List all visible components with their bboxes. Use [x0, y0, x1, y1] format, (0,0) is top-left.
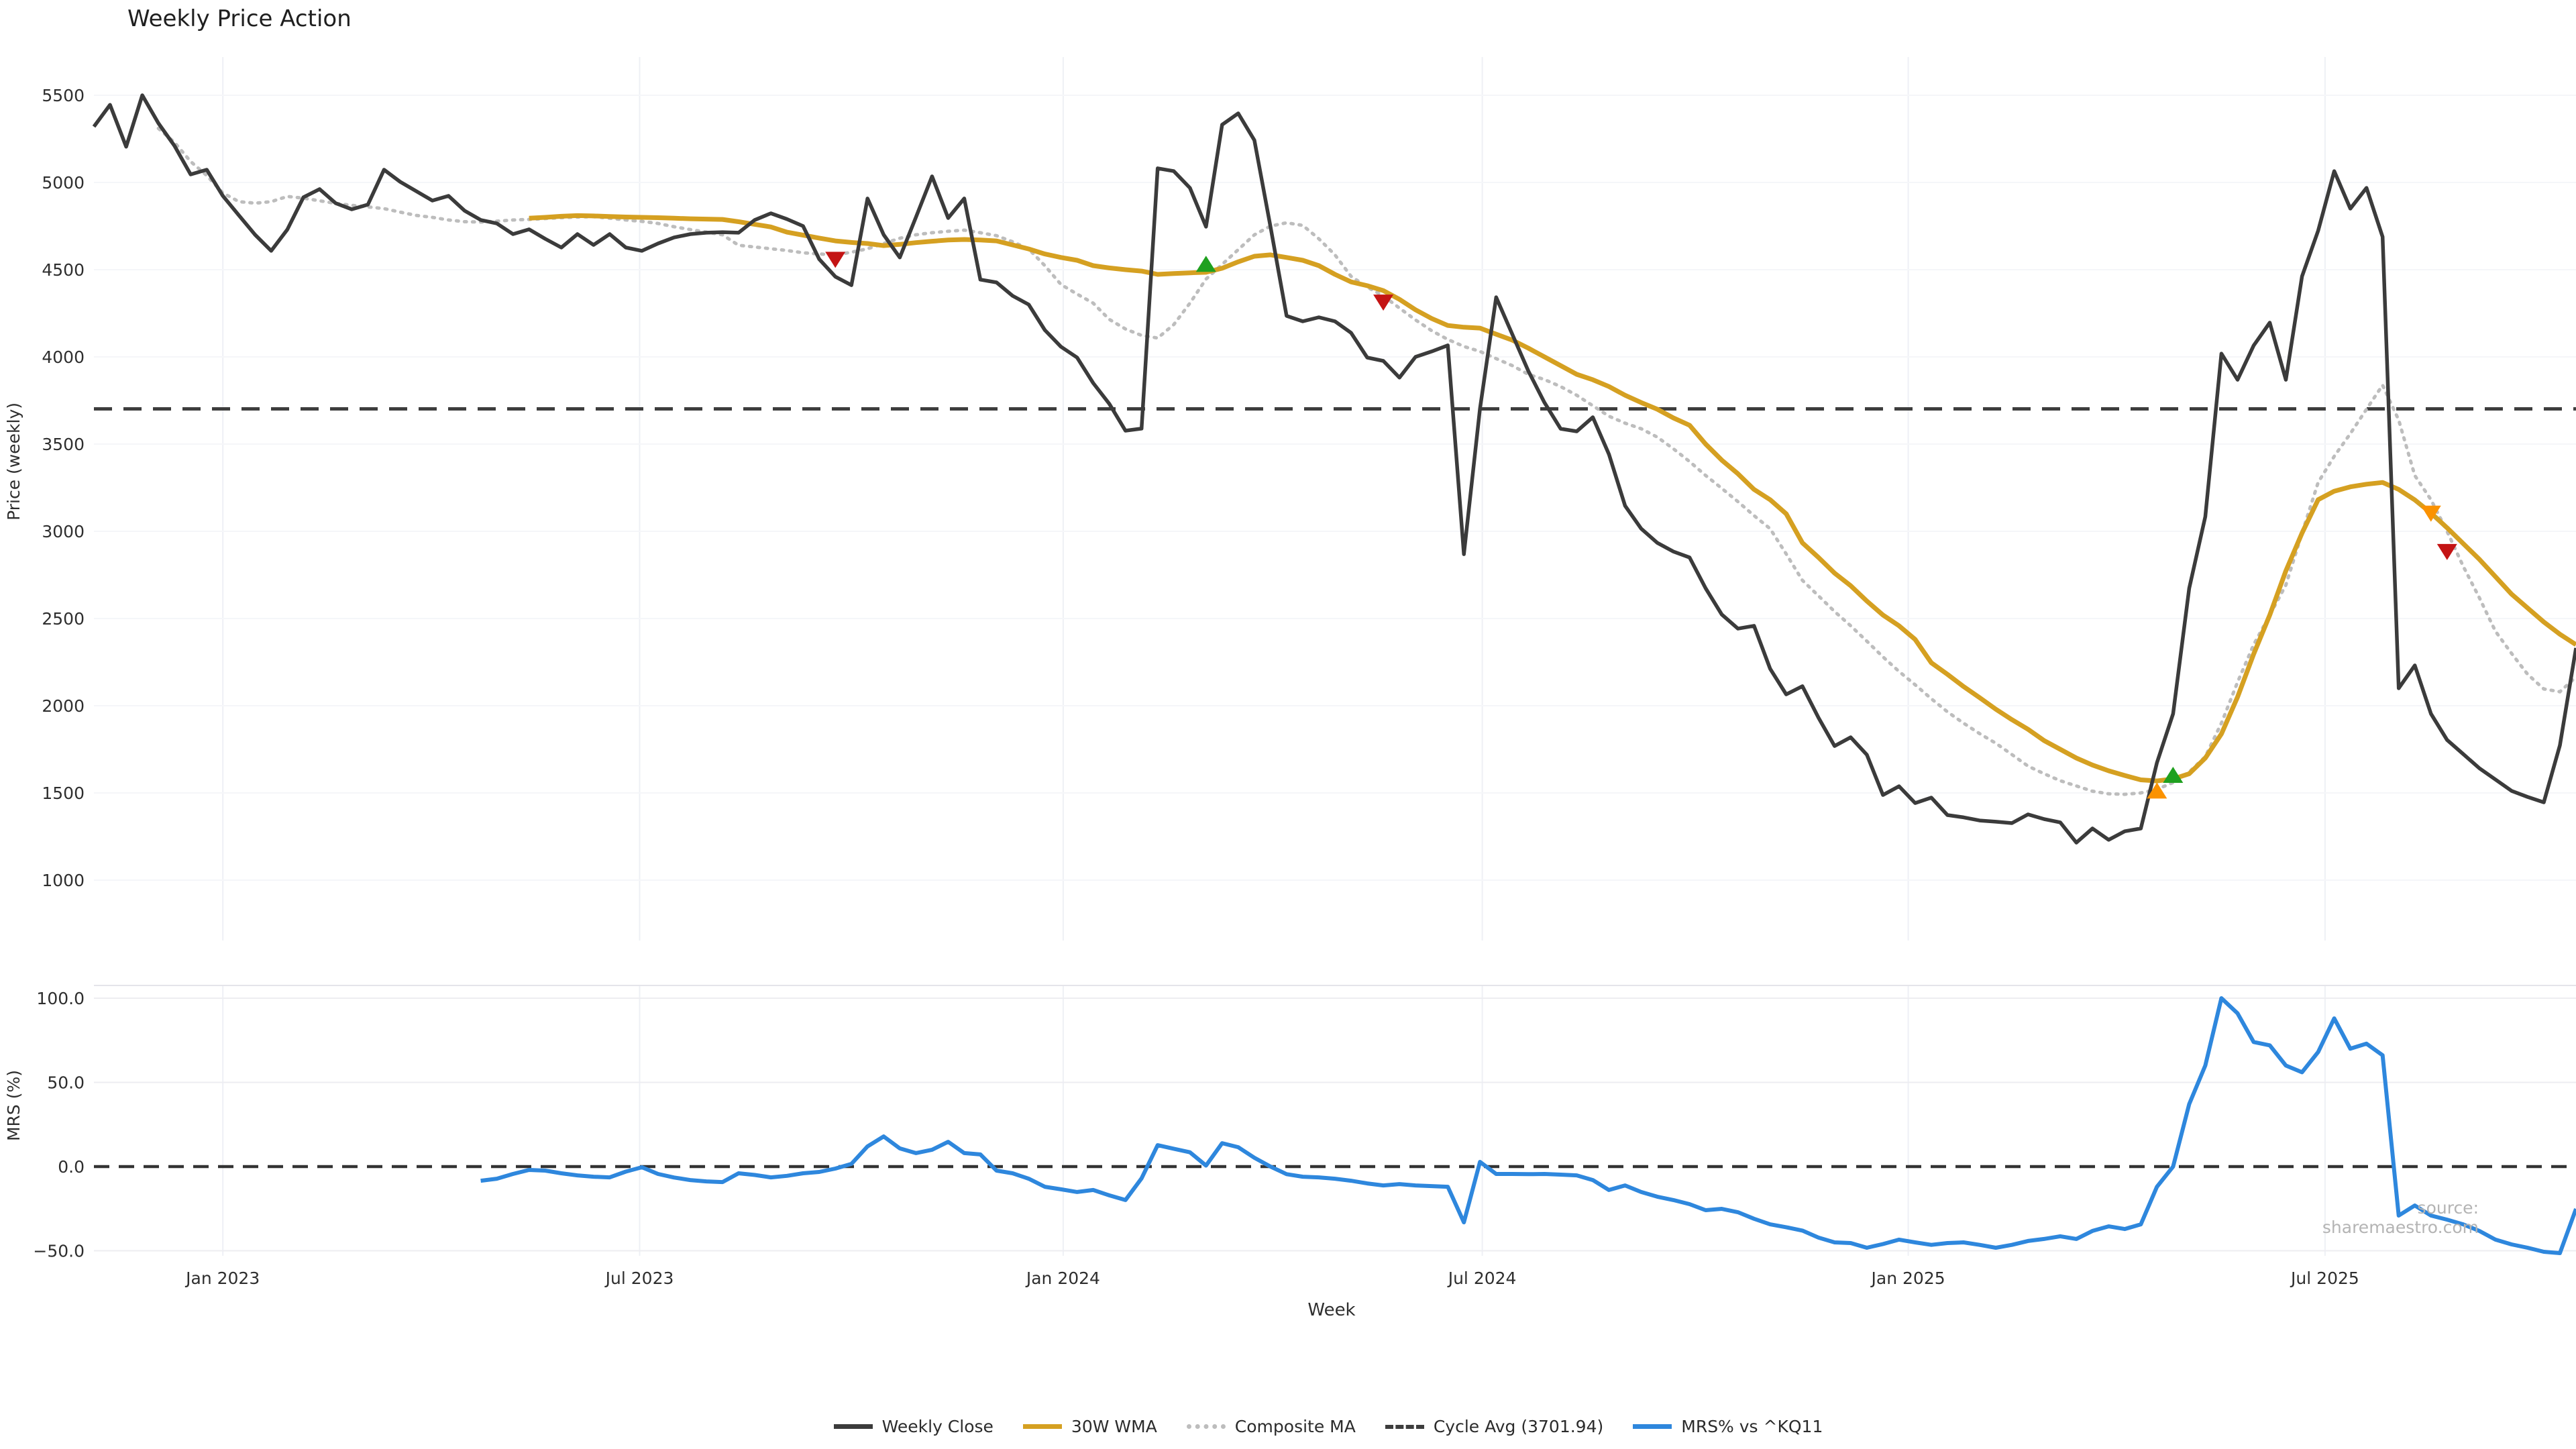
price-ytick-label: 5000 [42, 173, 85, 193]
legend-item-weekly-close: Weekly Close [833, 1417, 994, 1436]
price-ytick-label: 2000 [42, 696, 85, 716]
legend-label: Weekly Close [881, 1417, 994, 1436]
price-ytick-label: 4500 [42, 260, 85, 280]
price-ytick-label: 3000 [42, 522, 85, 541]
week-axis-label: Week [1307, 1300, 1356, 1320]
legend-label: 30W WMA [1071, 1417, 1157, 1436]
legend-label: Cycle Avg (3701.94) [1433, 1417, 1604, 1436]
price-ytick-label: 3500 [42, 435, 85, 454]
mrs-ytick-label: 0.0 [58, 1157, 85, 1177]
price-ytick-label: 4000 [42, 347, 85, 367]
mrs-line [480, 996, 2576, 1255]
signal-sell-marker-icon [825, 252, 846, 268]
mrs-ytick-label: 100.0 [36, 989, 85, 1008]
signal-sell-marker-icon [2420, 505, 2441, 522]
mrs-swatch-icon [1633, 1424, 1672, 1429]
wma-30w-line [529, 213, 2576, 784]
x-tick-label: Jul 2024 [1447, 1269, 1517, 1288]
composite-ma-swatch-icon [1186, 1424, 1226, 1429]
legend-item-composite-ma: Composite MA [1186, 1417, 1356, 1436]
price-ytick-label: 2500 [42, 609, 85, 629]
legend-item-mrs: MRS% vs ^KQ11 [1633, 1417, 1823, 1436]
chart-legend: Weekly Close 30W WMA Composite MA Cycle … [40, 1417, 2576, 1436]
legend-item-cycle-avg: Cycle Avg (3701.94) [1385, 1417, 1603, 1436]
signal-buy-marker-icon [2147, 782, 2167, 799]
price-axis-label: Price (weekly) [4, 402, 23, 521]
price-ytick-label: 1500 [42, 784, 85, 803]
cycle-avg-swatch-icon [1385, 1424, 1424, 1429]
legend-label: MRS% vs ^KQ11 [1681, 1417, 1823, 1436]
source-attribution: source: sharemaestro.com [2322, 1198, 2479, 1237]
price-ytick-label: 1000 [42, 871, 85, 890]
mrs-ytick-label: 50.0 [47, 1073, 85, 1093]
chart-title: Weekly Price Action [127, 5, 352, 32]
signal-sell-marker-icon [2436, 543, 2457, 560]
signal-buy-marker-icon [2163, 767, 2184, 783]
price-ytick-label: 5500 [42, 86, 85, 105]
mrs-axis-label: MRS (%) [4, 1070, 23, 1142]
legend-label: Composite MA [1234, 1417, 1356, 1436]
composite-ma-line [156, 126, 2576, 796]
wma-swatch-icon [1022, 1424, 1062, 1429]
weekly-close-line [92, 93, 2576, 845]
x-tick-label: Jul 2023 [604, 1269, 674, 1288]
weekly-close-swatch-icon [833, 1424, 873, 1429]
mrs-ytick-label: −50.0 [33, 1242, 85, 1261]
legend-item-30w-wma: 30W WMA [1022, 1417, 1157, 1436]
signal-sell-marker-icon [1373, 294, 1394, 311]
x-tick-label: Jan 2023 [184, 1269, 260, 1288]
signal-buy-marker-icon [1195, 256, 1216, 272]
x-tick-label: Jan 2024 [1025, 1269, 1100, 1288]
x-tick-label: Jan 2025 [1870, 1269, 1945, 1288]
x-tick-label: Jul 2025 [2290, 1269, 2359, 1288]
